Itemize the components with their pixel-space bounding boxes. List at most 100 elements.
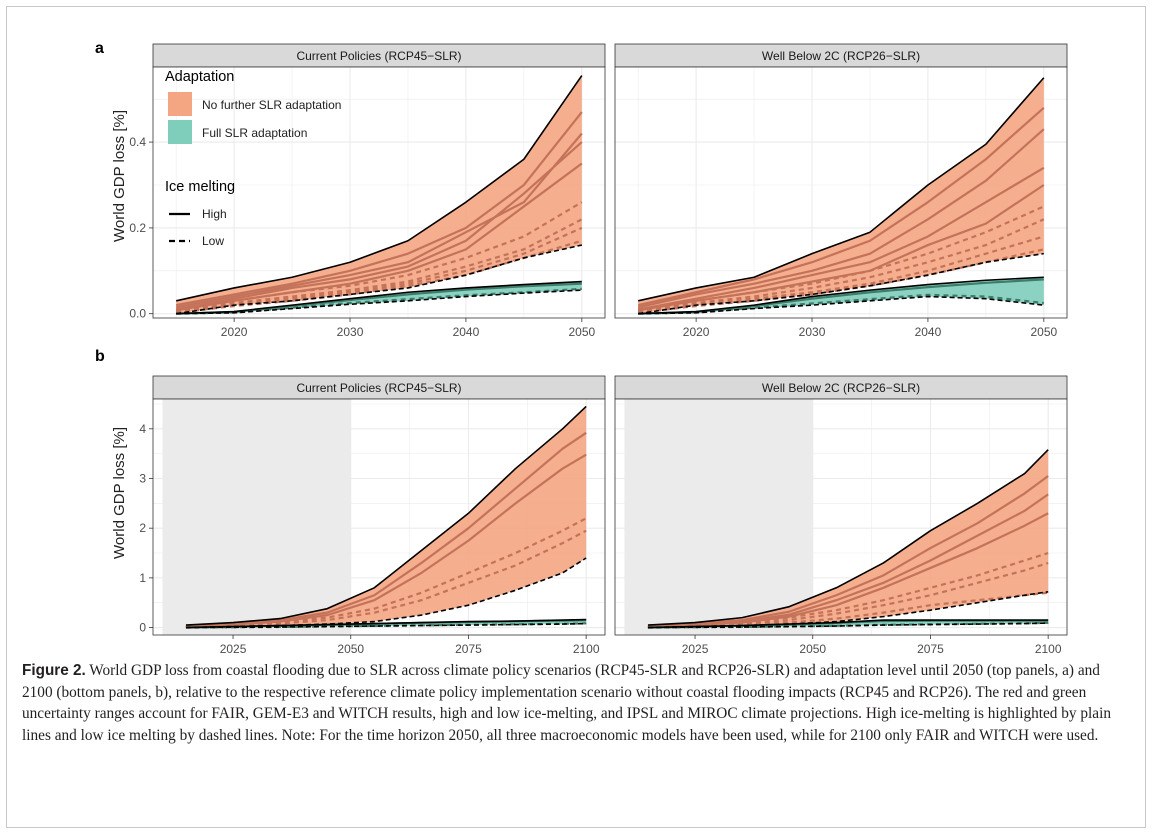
line-no-adaptation-low — [176, 239, 583, 314]
y-tick-label: 0.4 — [129, 135, 146, 149]
envelope-upper — [176, 280, 582, 315]
ribbon-no-adaptation — [185, 406, 587, 628]
x-tick-label: 2030 — [337, 325, 364, 339]
panel-border — [614, 398, 1068, 636]
line-no-adaptation-high — [637, 106, 1045, 307]
legend-label-no-adaptation: No further SLR adaptation — [202, 98, 341, 112]
plot-area — [153, 67, 605, 318]
y-tick-label: 0 — [139, 621, 146, 635]
line-no-adaptation-low — [185, 529, 587, 629]
line-no-adaptation-high — [637, 166, 1045, 311]
y-tick-label: 1 — [139, 571, 146, 585]
envelope-upper — [185, 618, 587, 629]
facet-title: Current Policies (RCP45−SLR) — [296, 49, 461, 63]
envelope-lower — [176, 244, 582, 315]
caption-label: Figure 2. — [22, 662, 86, 679]
line-no-adaptation-high — [637, 128, 1045, 309]
envelope-lower — [647, 590, 1049, 629]
line-no-adaptation-high — [175, 132, 583, 309]
line-no-adaptation-high — [638, 184, 1045, 312]
legend-title-ice-melting: Ice melting — [165, 179, 235, 195]
legend-title-adaptation: Adaptation — [165, 69, 234, 85]
y-tick-label: 0.2 — [129, 221, 146, 235]
panel-border — [614, 66, 1068, 319]
x-tick-label: 2030 — [799, 325, 826, 339]
panel-2: Well Below 2C (RCP26−SLR) 2020 2030 2040 205… — [614, 43, 1068, 339]
legend-label-high: High — [202, 207, 227, 221]
ribbon-no-adaptation — [176, 75, 582, 314]
envelope-lower — [185, 557, 587, 629]
figure-frame — [6, 6, 1146, 828]
x-tick-label: 2050 — [337, 642, 364, 656]
x-tick-label: 2040 — [453, 325, 480, 339]
x-tick-label: 2100 — [1035, 642, 1062, 656]
x-tick-label: 2020 — [221, 325, 248, 339]
line-no-adaptation-low — [176, 201, 583, 311]
envelope-upper — [638, 276, 1044, 315]
x-tick-label: 2050 — [568, 325, 595, 339]
envelope-upper — [185, 405, 587, 626]
x-tick-label: 2075 — [917, 642, 944, 656]
plot-area — [615, 67, 1067, 318]
line-no-adaptation-low — [638, 218, 1045, 313]
ribbon-no-adaptation — [647, 449, 1049, 628]
envelope-lower — [647, 622, 1049, 629]
plot-area — [615, 399, 1067, 635]
envelope-upper — [176, 75, 583, 302]
figure-caption: Figure 2. World GDP loss from coastal fl… — [22, 660, 1134, 746]
panel-letter-a: a — [95, 40, 104, 57]
panel-letter-b: b — [95, 348, 105, 365]
envelope-upper — [647, 449, 1049, 626]
historical-shading — [624, 399, 813, 635]
envelope-lower — [638, 252, 1044, 315]
panel-1: Current Policies (RCP45−SLR) 2020 2030 2040… — [129, 43, 606, 339]
x-tick-label: 2075 — [455, 642, 482, 656]
historical-shading — [162, 399, 351, 635]
x-tick-label: 2050 — [1030, 325, 1057, 339]
x-tick-label: 2020 — [683, 325, 710, 339]
x-tick-label: 2025 — [682, 642, 709, 656]
panel-3: Current Policies (RCP45−SLR) 2025 2050 2075… — [139, 375, 606, 656]
envelope-upper — [638, 77, 1045, 302]
envelope-upper — [647, 619, 1049, 629]
y-tick-label: 0.0 — [129, 307, 146, 321]
line-no-adaptation-high — [185, 453, 587, 628]
x-tick-label: 2025 — [220, 642, 247, 656]
caption-text: World GDP loss from coastal flooding due… — [22, 662, 1111, 744]
legend-label-full-adaptation: Full SLR adaptation — [202, 126, 307, 140]
y-tick-label: 4 — [139, 422, 146, 436]
x-tick-label: 2050 — [799, 642, 826, 656]
line-no-adaptation-low — [647, 591, 1049, 629]
line-no-adaptation-high — [175, 111, 583, 307]
line-no-adaptation-high — [176, 162, 583, 312]
legend: Adaptation No further SLR adaptation Ful… — [165, 69, 341, 248]
line-no-adaptation-high — [647, 475, 1049, 628]
line-no-adaptation-low — [176, 218, 583, 313]
y-tick-label: 2 — [139, 521, 146, 535]
y-axis-label-a: World GDP loss [%] — [111, 110, 128, 242]
figure-chart: Current Policies (RCP45−SLR)2020 2030 2040… — [95, 40, 1068, 656]
panel-border — [152, 66, 606, 319]
line-no-adaptation-high — [647, 512, 1049, 628]
x-tick-label: 2040 — [915, 325, 942, 339]
line-no-adaptation-low — [638, 235, 1045, 314]
line-no-adaptation-high — [185, 431, 587, 628]
panel-4: Well Below 2C (RCP26−SLR) 2025 2050 2075 210… — [614, 375, 1068, 656]
legend-key-full-adaptation — [168, 120, 192, 144]
envelope-lower — [638, 295, 1044, 315]
facet-title: Well Below 2C (RCP26−SLR) — [762, 381, 920, 395]
legend-label-low: Low — [202, 234, 224, 248]
envelope-lower — [185, 622, 587, 629]
x-tick-label: 2100 — [573, 642, 600, 656]
panel-border — [152, 398, 606, 636]
y-tick-label: 3 — [139, 471, 146, 485]
line-no-adaptation-low — [176, 226, 583, 314]
facet-title: Current Policies (RCP45−SLR) — [296, 381, 461, 395]
facet-title: Well Below 2C (RCP26−SLR) — [762, 49, 920, 63]
line-no-adaptation-high — [175, 141, 583, 311]
legend-key-no-adaptation — [168, 92, 192, 116]
envelope-lower — [176, 289, 582, 315]
plot-area — [153, 399, 605, 635]
y-axis-label-b: World GDP loss [%] — [111, 427, 128, 559]
ribbon-no-adaptation — [638, 77, 1044, 314]
